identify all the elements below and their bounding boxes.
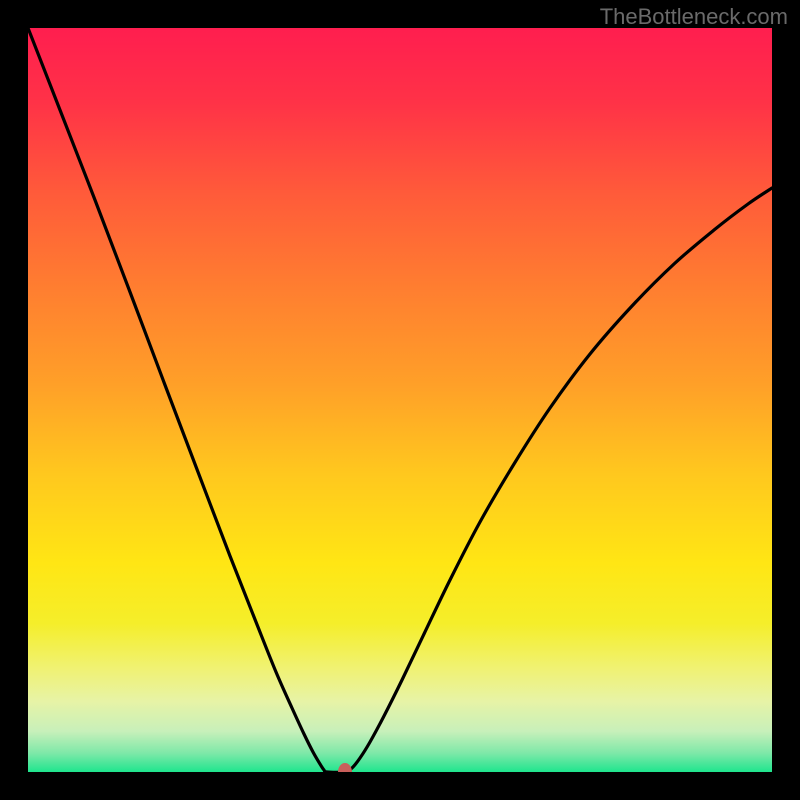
bottleneck-curve [28,28,772,772]
plot-area [28,28,772,772]
chart-stage: TheBottleneck.com [0,0,800,800]
watermark-text: TheBottleneck.com [600,4,788,30]
curve-layer [28,28,772,772]
minimum-marker [338,763,352,772]
